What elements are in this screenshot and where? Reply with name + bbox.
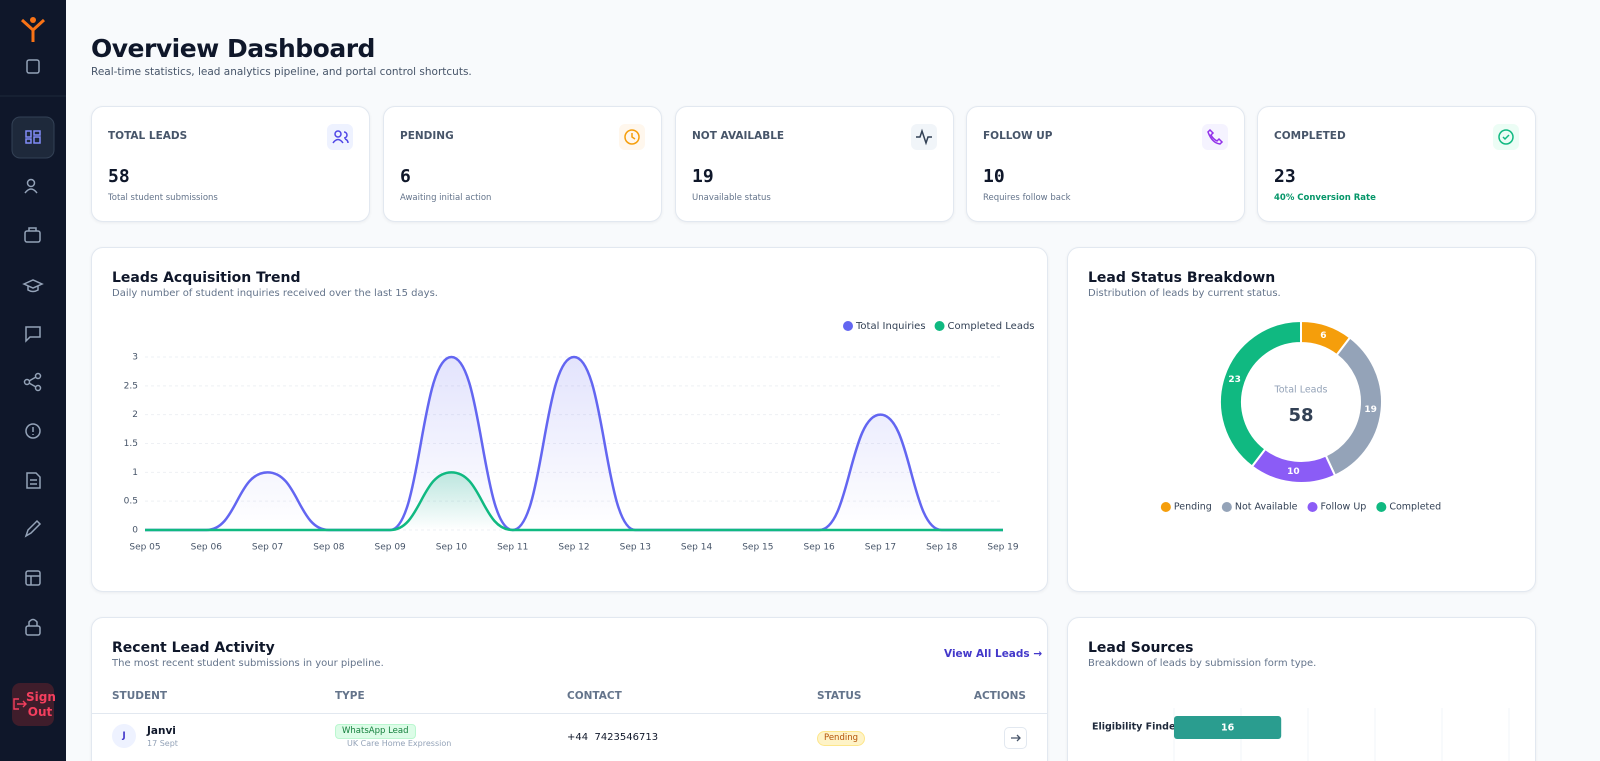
type-badge: WhatsApp Lead [335, 724, 416, 739]
sign-out-button[interactable]: Sign Out [12, 683, 56, 726]
nav-security[interactable] [25, 618, 41, 636]
card-subtitle: Daily number of student inquiries receiv… [112, 288, 438, 299]
nav-dashboard[interactable] [11, 116, 55, 159]
logo [20, 17, 46, 42]
sign-out-icon [13, 698, 27, 710]
card-subtitle: Breakdown of leads by submission form ty… [1088, 658, 1317, 669]
stat-card: COMPLETED 23 40% Conversion Rate [1257, 106, 1536, 222]
header-divider [92, 713, 1047, 714]
card-title: Leads Acquisition Trend [112, 270, 301, 286]
student-date: 17 Sept [147, 739, 178, 748]
toggle-icon[interactable] [26, 59, 40, 74]
status-badge: Pending [817, 731, 865, 746]
avatar: J [112, 724, 136, 748]
nav-jobs[interactable] [24, 227, 41, 243]
nav-layout[interactable] [25, 570, 41, 586]
arrow-icon [1011, 734, 1021, 742]
stat-card: FOLLOW UP 10 Requires follow back [966, 106, 1245, 222]
stat-note: Requires follow back [983, 193, 1071, 203]
column-header: TYPE [335, 690, 365, 702]
card-title: Recent Lead Activity [112, 640, 275, 656]
stat-label: TOTAL LEADS [108, 130, 188, 142]
stat-icon [1493, 124, 1519, 150]
sidebar-icons [0, 17, 66, 636]
stat-glyph [916, 128, 932, 146]
stat-icon [1202, 124, 1228, 150]
nav-courses[interactable] [22, 279, 44, 293]
column-header: STUDENT [112, 690, 168, 702]
nav-alerts[interactable] [25, 423, 41, 439]
status-card: Lead Status Breakdown Distribution of le… [1067, 247, 1536, 592]
stat-glyph [1207, 128, 1224, 145]
stat-icon [911, 124, 937, 150]
column-header: CONTACT [567, 690, 622, 702]
stat-value: 58 [108, 166, 130, 187]
stat-value: 19 [692, 166, 714, 187]
stat-note: Total student submissions [108, 193, 218, 203]
stat-label: COMPLETED [1274, 130, 1346, 142]
stat-glyph [1498, 129, 1514, 145]
student-name: Janvi [147, 725, 176, 737]
stat-card: PENDING 6 Awaiting initial action [383, 106, 662, 222]
stat-note: 40% Conversion Rate [1274, 193, 1376, 203]
stat-glyph [624, 129, 640, 145]
nav-edit[interactable] [24, 519, 42, 538]
page-title: Overview Dashboard [91, 34, 375, 63]
card-subtitle: The most recent student submissions in y… [112, 658, 384, 669]
stat-value: 23 [1274, 166, 1296, 187]
stat-value: 10 [983, 166, 1005, 187]
stat-note: Awaiting initial action [400, 193, 492, 203]
card-title: Lead Status Breakdown [1088, 270, 1276, 286]
nav-messages[interactable] [25, 326, 41, 343]
stat-label: NOT AVAILABLE [692, 130, 785, 142]
column-header: ACTIONS [973, 690, 1026, 702]
stat-note: Unavailable status [692, 193, 771, 203]
contact: +44 7423546713 [567, 732, 659, 743]
link-text: View All Leads [944, 648, 1030, 660]
type-note: UK Care Home Expression [347, 739, 452, 748]
stat-icon [327, 124, 353, 150]
stat-glyph [332, 130, 349, 144]
view-all-link[interactable]: View All Leads → [944, 648, 1043, 660]
stat-label: PENDING [400, 130, 454, 142]
stat-card: NOT AVAILABLE 19 Unavailable status [675, 106, 954, 222]
column-header: STATUS [817, 690, 862, 702]
stat-value: 6 [400, 166, 411, 187]
sources-card: Lead Sources Breakdown of leads by submi… [1067, 617, 1536, 761]
stat-card: TOTAL LEADS 58 Total student submissions [91, 106, 370, 222]
nav-students[interactable] [24, 178, 38, 194]
trend-card: Leads Acquisition Trend Daily number of … [91, 247, 1048, 592]
page-subtitle: Real-time statistics, lead analytics pip… [91, 66, 472, 78]
activity-card: Recent Lead Activity The most recent stu… [91, 617, 1048, 761]
sign-out-label: Sign Out [26, 690, 56, 719]
nav-share[interactable] [23, 372, 42, 392]
card-title: Lead Sources [1088, 640, 1194, 656]
sidebar: Sign Out [0, 0, 66, 761]
row-action[interactable] [1004, 727, 1027, 749]
stat-icon [619, 124, 645, 150]
stat-label: FOLLOW UP [983, 130, 1053, 142]
card-subtitle: Distribution of leads by current status. [1088, 288, 1281, 299]
nav-documents[interactable] [26, 472, 41, 489]
